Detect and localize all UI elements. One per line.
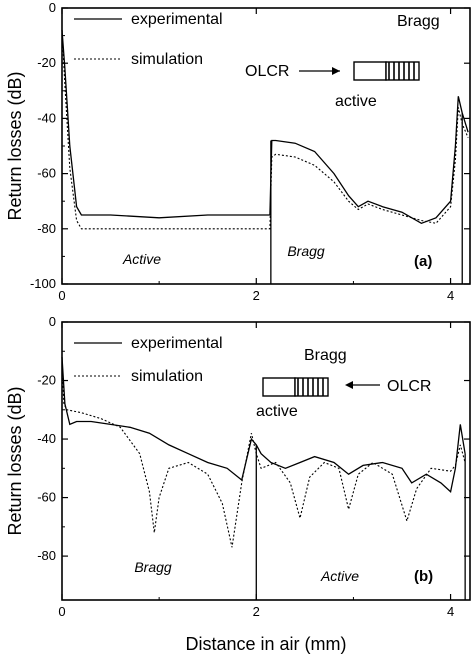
y-tick-label: -100 — [30, 276, 56, 291]
y-tick-label: -40 — [37, 110, 56, 125]
y-axis-label: Return losses (dB) — [5, 71, 25, 220]
x-tick-label: 0 — [58, 604, 65, 619]
x-tick-label: 4 — [447, 604, 454, 619]
region-label-right: Bragg — [287, 243, 325, 259]
y-tick-label: -80 — [37, 548, 56, 563]
y-tick-label: -40 — [37, 431, 56, 446]
y-tick-label: -80 — [37, 221, 56, 236]
legend-label: experimental — [131, 11, 223, 28]
device-active-section — [262, 377, 296, 397]
x-tick-label: 0 — [58, 288, 65, 303]
x-tick-label: 4 — [447, 288, 454, 303]
legend-label: simulation — [131, 51, 203, 68]
legend-label: simulation — [131, 368, 203, 385]
device-active-section — [353, 61, 387, 81]
arrow-head — [345, 381, 353, 389]
region-label-right: Active — [320, 568, 359, 584]
plot-frame — [61, 7, 471, 285]
panel-label: (a) — [414, 253, 432, 270]
x-tick-label: 2 — [253, 288, 260, 303]
y-tick-label: -20 — [37, 373, 56, 388]
y-tick-label: -20 — [37, 55, 56, 70]
series-line-experimental — [61, 357, 466, 493]
region-label-left: Active — [122, 251, 161, 267]
x-tick-label: 2 — [253, 604, 260, 619]
legend-label: experimental — [131, 335, 223, 352]
y-axis-label: Return losses (dB) — [5, 386, 25, 535]
annotation-active: active — [256, 403, 298, 420]
y-tick-label: -60 — [37, 166, 56, 181]
plot-frame — [61, 321, 471, 601]
annotation-active: active — [335, 93, 377, 110]
y-tick-label: 0 — [49, 314, 56, 329]
annotation-olcr: OLCR — [245, 63, 289, 80]
annotation-olcr: OLCR — [387, 378, 431, 395]
series-line-experimental — [61, 30, 469, 225]
panel-b: 0 -20 -40 -60 -80 0 2 4 Return losses (dB) experi… — [5, 314, 471, 654]
series-line-simulation — [61, 365, 466, 548]
y-tick-label: 0 — [49, 0, 56, 15]
y-tick-label: -60 — [37, 490, 56, 505]
series-line-simulation — [61, 30, 469, 230]
panel-label: (b) — [414, 568, 433, 585]
annotation-bragg: Bragg — [304, 347, 347, 364]
annotation-bragg: Bragg — [397, 13, 440, 30]
x-axis-label: Distance in air (mm) — [185, 634, 346, 654]
arrow-head — [332, 67, 340, 75]
region-label-left: Bragg — [134, 559, 172, 575]
